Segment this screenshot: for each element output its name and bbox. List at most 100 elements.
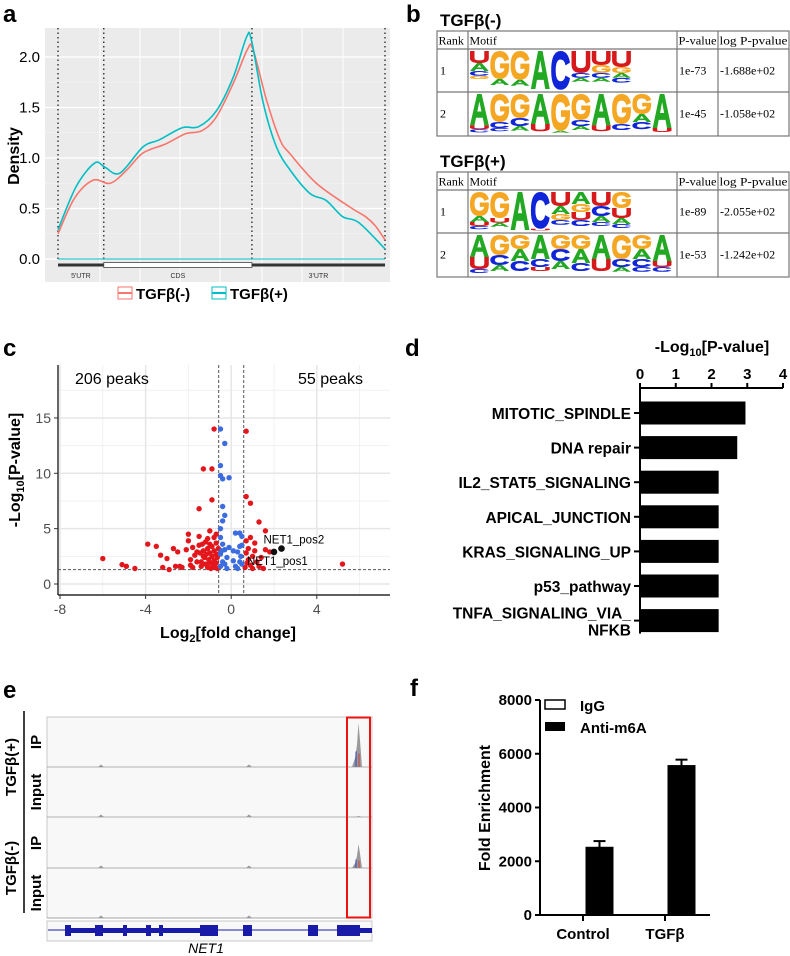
logo-letter-A-icon — [591, 216, 611, 222]
chart-title: -Log10[P-value] — [655, 339, 769, 359]
rank-cell: 1 — [440, 205, 446, 219]
minor-peak — [98, 814, 104, 817]
point-significant — [198, 563, 204, 569]
sequence-logo — [470, 94, 672, 133]
logo-letter-C-icon — [551, 220, 570, 225]
y-tick-label: 15 — [35, 410, 51, 426]
logo-letter-A-icon — [470, 216, 489, 222]
signal-peak — [352, 816, 362, 817]
logo-letter-C-icon — [571, 73, 591, 78]
y-axis-label: Density — [6, 127, 23, 185]
bar — [640, 436, 738, 460]
track-label: IP — [28, 836, 45, 850]
point-significant — [194, 559, 200, 565]
point-significant — [198, 559, 204, 565]
point-significant — [123, 563, 130, 569]
point-significant — [166, 566, 172, 573]
point-significant — [189, 544, 196, 551]
point-significant — [209, 497, 215, 503]
logo-letter-A-icon — [551, 130, 570, 133]
logo-letter-U-icon — [591, 192, 611, 206]
logo-letter-G-icon — [591, 65, 611, 73]
point-significant — [249, 565, 256, 572]
logo-letter-U-icon — [612, 51, 631, 67]
logo-letter-G-icon — [490, 94, 510, 122]
point-not-significant — [232, 530, 239, 536]
log-pvalue-cell: -2.055e+02 — [720, 205, 775, 219]
logo-letter-A-icon — [551, 206, 570, 214]
logo-letter-U-icon — [551, 192, 570, 206]
volcano-plot: 206 peaks 55 peaks -Log10[P-value] Log2[… — [7, 365, 390, 645]
logo-letter-A-icon — [591, 94, 611, 126]
logo-letter-G-icon — [612, 94, 631, 124]
y-tick-label: 6000 — [499, 746, 532, 763]
sequence-logo — [470, 192, 631, 231]
logo-letter-C-icon — [551, 51, 570, 90]
logo-letter-C-icon — [591, 73, 611, 78]
column-header: Motif — [470, 34, 497, 48]
logo-letter-C-icon — [470, 226, 489, 230]
point-significant — [252, 540, 258, 546]
gene-region-label: 3'UTR — [309, 273, 329, 280]
bar-anti-m6a — [585, 846, 614, 916]
point-significant — [172, 563, 179, 569]
x-label-main: Log — [160, 625, 189, 642]
point-significant — [213, 540, 219, 546]
x-axis-label: Log2[fold change] — [160, 625, 296, 645]
bar — [640, 401, 746, 425]
logo-letter-C-icon — [470, 129, 489, 133]
point-not-significant — [217, 462, 224, 469]
point-highlight — [270, 548, 278, 556]
point-significant — [160, 564, 166, 571]
motif-table-tgfb-minus: TGFβ(-) Rank Motif P-value log P-pvalue 1 1e-7… — [436, 11, 790, 137]
logo-letter-U-icon — [571, 212, 591, 220]
logo-letter-U-icon — [571, 51, 591, 73]
logo-letter-U-icon — [490, 218, 510, 223]
column-header: Rank — [439, 175, 464, 189]
point-not-significant — [238, 553, 244, 560]
logo-letter-A-icon — [652, 94, 672, 128]
minor-peak — [98, 764, 104, 767]
logo-letter-A-icon — [612, 267, 631, 272]
logo-letter-U-icon — [470, 51, 489, 63]
logo-letter-A-icon — [632, 249, 652, 259]
gene-region-cds — [103, 262, 253, 268]
exon — [337, 925, 360, 936]
point-not-significant — [217, 534, 224, 541]
logo-letter-C-icon — [612, 224, 631, 228]
point-not-significant — [222, 440, 228, 447]
minor-peak — [246, 814, 252, 817]
logo-letter-A-icon — [490, 79, 510, 85]
point-significant — [185, 531, 192, 537]
logo-letter-G-icon — [490, 235, 510, 255]
point-significant — [339, 561, 346, 567]
logo-letter-G-icon — [551, 235, 570, 249]
exon — [95, 925, 103, 936]
point-significant — [196, 533, 202, 540]
log-pvalue-cell: -1.242e+02 — [720, 248, 775, 262]
logo-letter-A-icon — [510, 192, 530, 230]
logo-letter-C-icon — [571, 220, 591, 226]
gene-region-utr — [251, 263, 385, 267]
logo-letter-G-icon — [470, 75, 489, 79]
minor-peak — [246, 865, 252, 868]
legend-label-tgfb-minus: TGFβ(-) — [136, 286, 190, 303]
point-significant — [254, 559, 260, 565]
point-not-significant — [239, 542, 245, 548]
logo-letter-C-icon — [510, 118, 530, 126]
point-significant — [252, 548, 258, 554]
point-significant — [243, 428, 249, 434]
category-label: IL2_STAT5_SIGNALING — [458, 475, 631, 492]
title-main: -Log — [655, 339, 690, 356]
track-label: Input — [28, 774, 45, 811]
point-significant — [211, 426, 217, 432]
point-not-significant — [222, 561, 228, 567]
logo-letter-A-icon — [510, 79, 530, 86]
logo-letter-G-icon — [632, 235, 652, 249]
logo-letter-A-icon — [551, 261, 570, 269]
bar — [640, 539, 719, 563]
point-significant — [213, 531, 219, 537]
logo-letter-A-icon — [612, 218, 631, 224]
rank-cell: 1 — [440, 64, 446, 78]
y-tick-label: 0 — [524, 907, 532, 924]
